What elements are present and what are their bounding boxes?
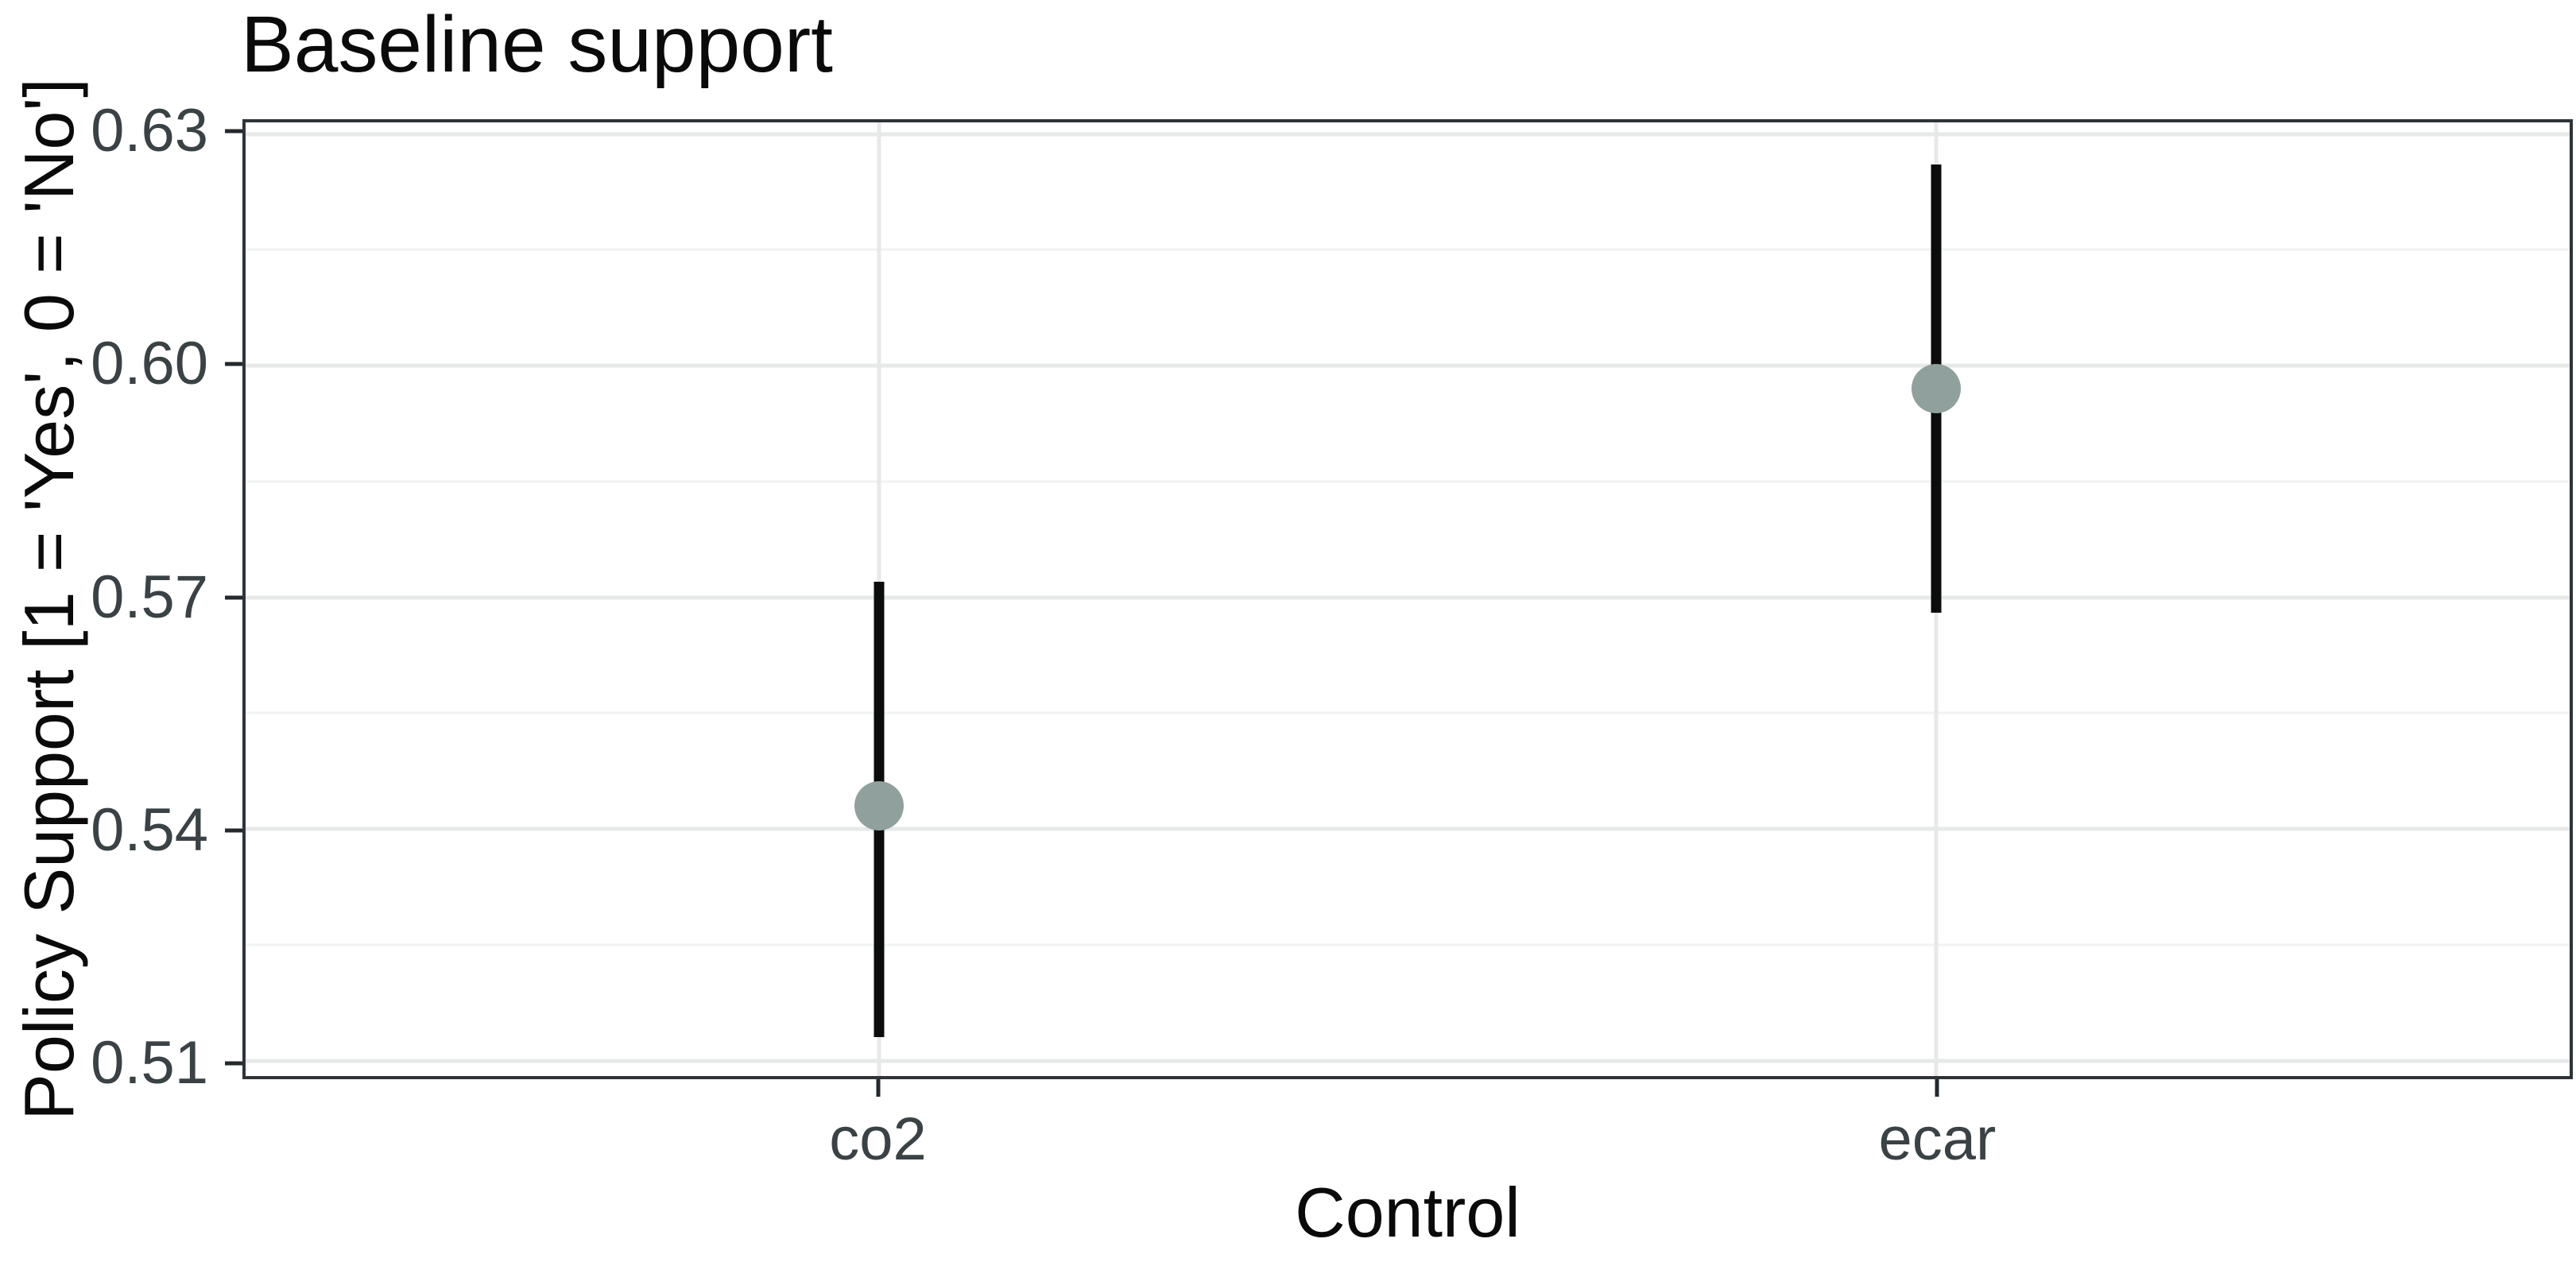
- y-gridline-minor: [246, 248, 2570, 251]
- y-gridline-minor: [246, 943, 2570, 946]
- y-tick-label: 0.57: [91, 563, 208, 631]
- y-axis-tick: [225, 362, 242, 366]
- y-tick-label: 0.54: [91, 796, 208, 864]
- y-gridline-minor: [246, 711, 2570, 714]
- plot-title: Baseline support: [241, 0, 833, 89]
- x-axis-tick: [876, 1079, 881, 1097]
- y-gridline-minor: [246, 480, 2570, 483]
- y-gridline-major: [246, 132, 2570, 137]
- data-point: [1911, 364, 1961, 414]
- y-axis-tick: [225, 129, 242, 134]
- y-axis-tick: [225, 1061, 242, 1066]
- y-gridline-major: [246, 595, 2570, 600]
- y-tick-label: 0.51: [91, 1029, 208, 1097]
- y-gridline-major: [246, 363, 2570, 368]
- x-axis-tick: [1935, 1079, 1939, 1097]
- y-tick-label: 0.60: [91, 330, 208, 398]
- y-axis-tick: [225, 595, 242, 600]
- x-tick-label: ecar: [1878, 1105, 1997, 1173]
- x-axis-title: Control: [1295, 1173, 1520, 1252]
- y-gridline-major: [246, 826, 2570, 831]
- x-tick-label: co2: [829, 1105, 927, 1173]
- y-gridline-major: [246, 1059, 2570, 1063]
- y-axis-tick: [225, 828, 242, 833]
- y-tick-label: 0.63: [91, 96, 208, 165]
- data-point: [854, 780, 905, 830]
- plot-panel: [242, 119, 2573, 1079]
